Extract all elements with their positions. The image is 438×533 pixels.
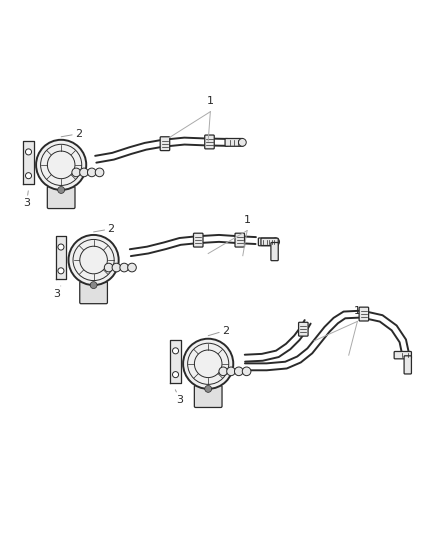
Circle shape bbox=[90, 281, 97, 288]
Circle shape bbox=[36, 140, 86, 190]
Circle shape bbox=[127, 263, 136, 272]
FancyBboxPatch shape bbox=[160, 137, 170, 151]
Circle shape bbox=[80, 168, 88, 177]
Circle shape bbox=[120, 263, 128, 272]
Text: 2: 2 bbox=[94, 224, 114, 234]
FancyBboxPatch shape bbox=[80, 281, 107, 304]
Text: 3: 3 bbox=[23, 191, 30, 208]
FancyBboxPatch shape bbox=[404, 356, 411, 374]
Circle shape bbox=[25, 173, 32, 179]
Text: 2: 2 bbox=[61, 129, 82, 139]
FancyBboxPatch shape bbox=[194, 385, 222, 407]
FancyBboxPatch shape bbox=[359, 307, 369, 321]
Circle shape bbox=[242, 367, 251, 376]
Circle shape bbox=[112, 263, 121, 272]
FancyBboxPatch shape bbox=[235, 233, 244, 247]
Circle shape bbox=[173, 348, 179, 354]
Circle shape bbox=[205, 385, 212, 392]
Circle shape bbox=[88, 168, 96, 177]
Circle shape bbox=[104, 263, 113, 272]
Text: 2: 2 bbox=[208, 326, 229, 336]
Circle shape bbox=[58, 268, 64, 274]
Circle shape bbox=[58, 187, 65, 193]
FancyBboxPatch shape bbox=[261, 238, 278, 246]
Circle shape bbox=[234, 367, 243, 376]
Text: 1: 1 bbox=[244, 215, 251, 225]
Polygon shape bbox=[56, 236, 66, 279]
Text: 1: 1 bbox=[207, 96, 214, 107]
Polygon shape bbox=[23, 141, 34, 184]
Text: 3: 3 bbox=[53, 286, 61, 299]
Circle shape bbox=[68, 235, 119, 285]
Circle shape bbox=[183, 338, 233, 389]
FancyBboxPatch shape bbox=[194, 233, 203, 247]
FancyBboxPatch shape bbox=[205, 135, 214, 149]
FancyBboxPatch shape bbox=[394, 351, 411, 359]
Polygon shape bbox=[170, 340, 181, 383]
Circle shape bbox=[72, 168, 81, 177]
FancyBboxPatch shape bbox=[47, 187, 75, 208]
FancyBboxPatch shape bbox=[225, 139, 243, 146]
FancyBboxPatch shape bbox=[299, 322, 308, 336]
Text: 1: 1 bbox=[354, 306, 361, 316]
Text: 3: 3 bbox=[175, 390, 184, 405]
Circle shape bbox=[227, 367, 235, 376]
Circle shape bbox=[173, 372, 179, 378]
Circle shape bbox=[58, 244, 64, 250]
Circle shape bbox=[219, 367, 228, 376]
FancyBboxPatch shape bbox=[258, 238, 276, 246]
Circle shape bbox=[95, 168, 104, 177]
FancyBboxPatch shape bbox=[271, 243, 278, 261]
Circle shape bbox=[272, 238, 279, 246]
Circle shape bbox=[238, 139, 246, 146]
Circle shape bbox=[25, 149, 32, 155]
